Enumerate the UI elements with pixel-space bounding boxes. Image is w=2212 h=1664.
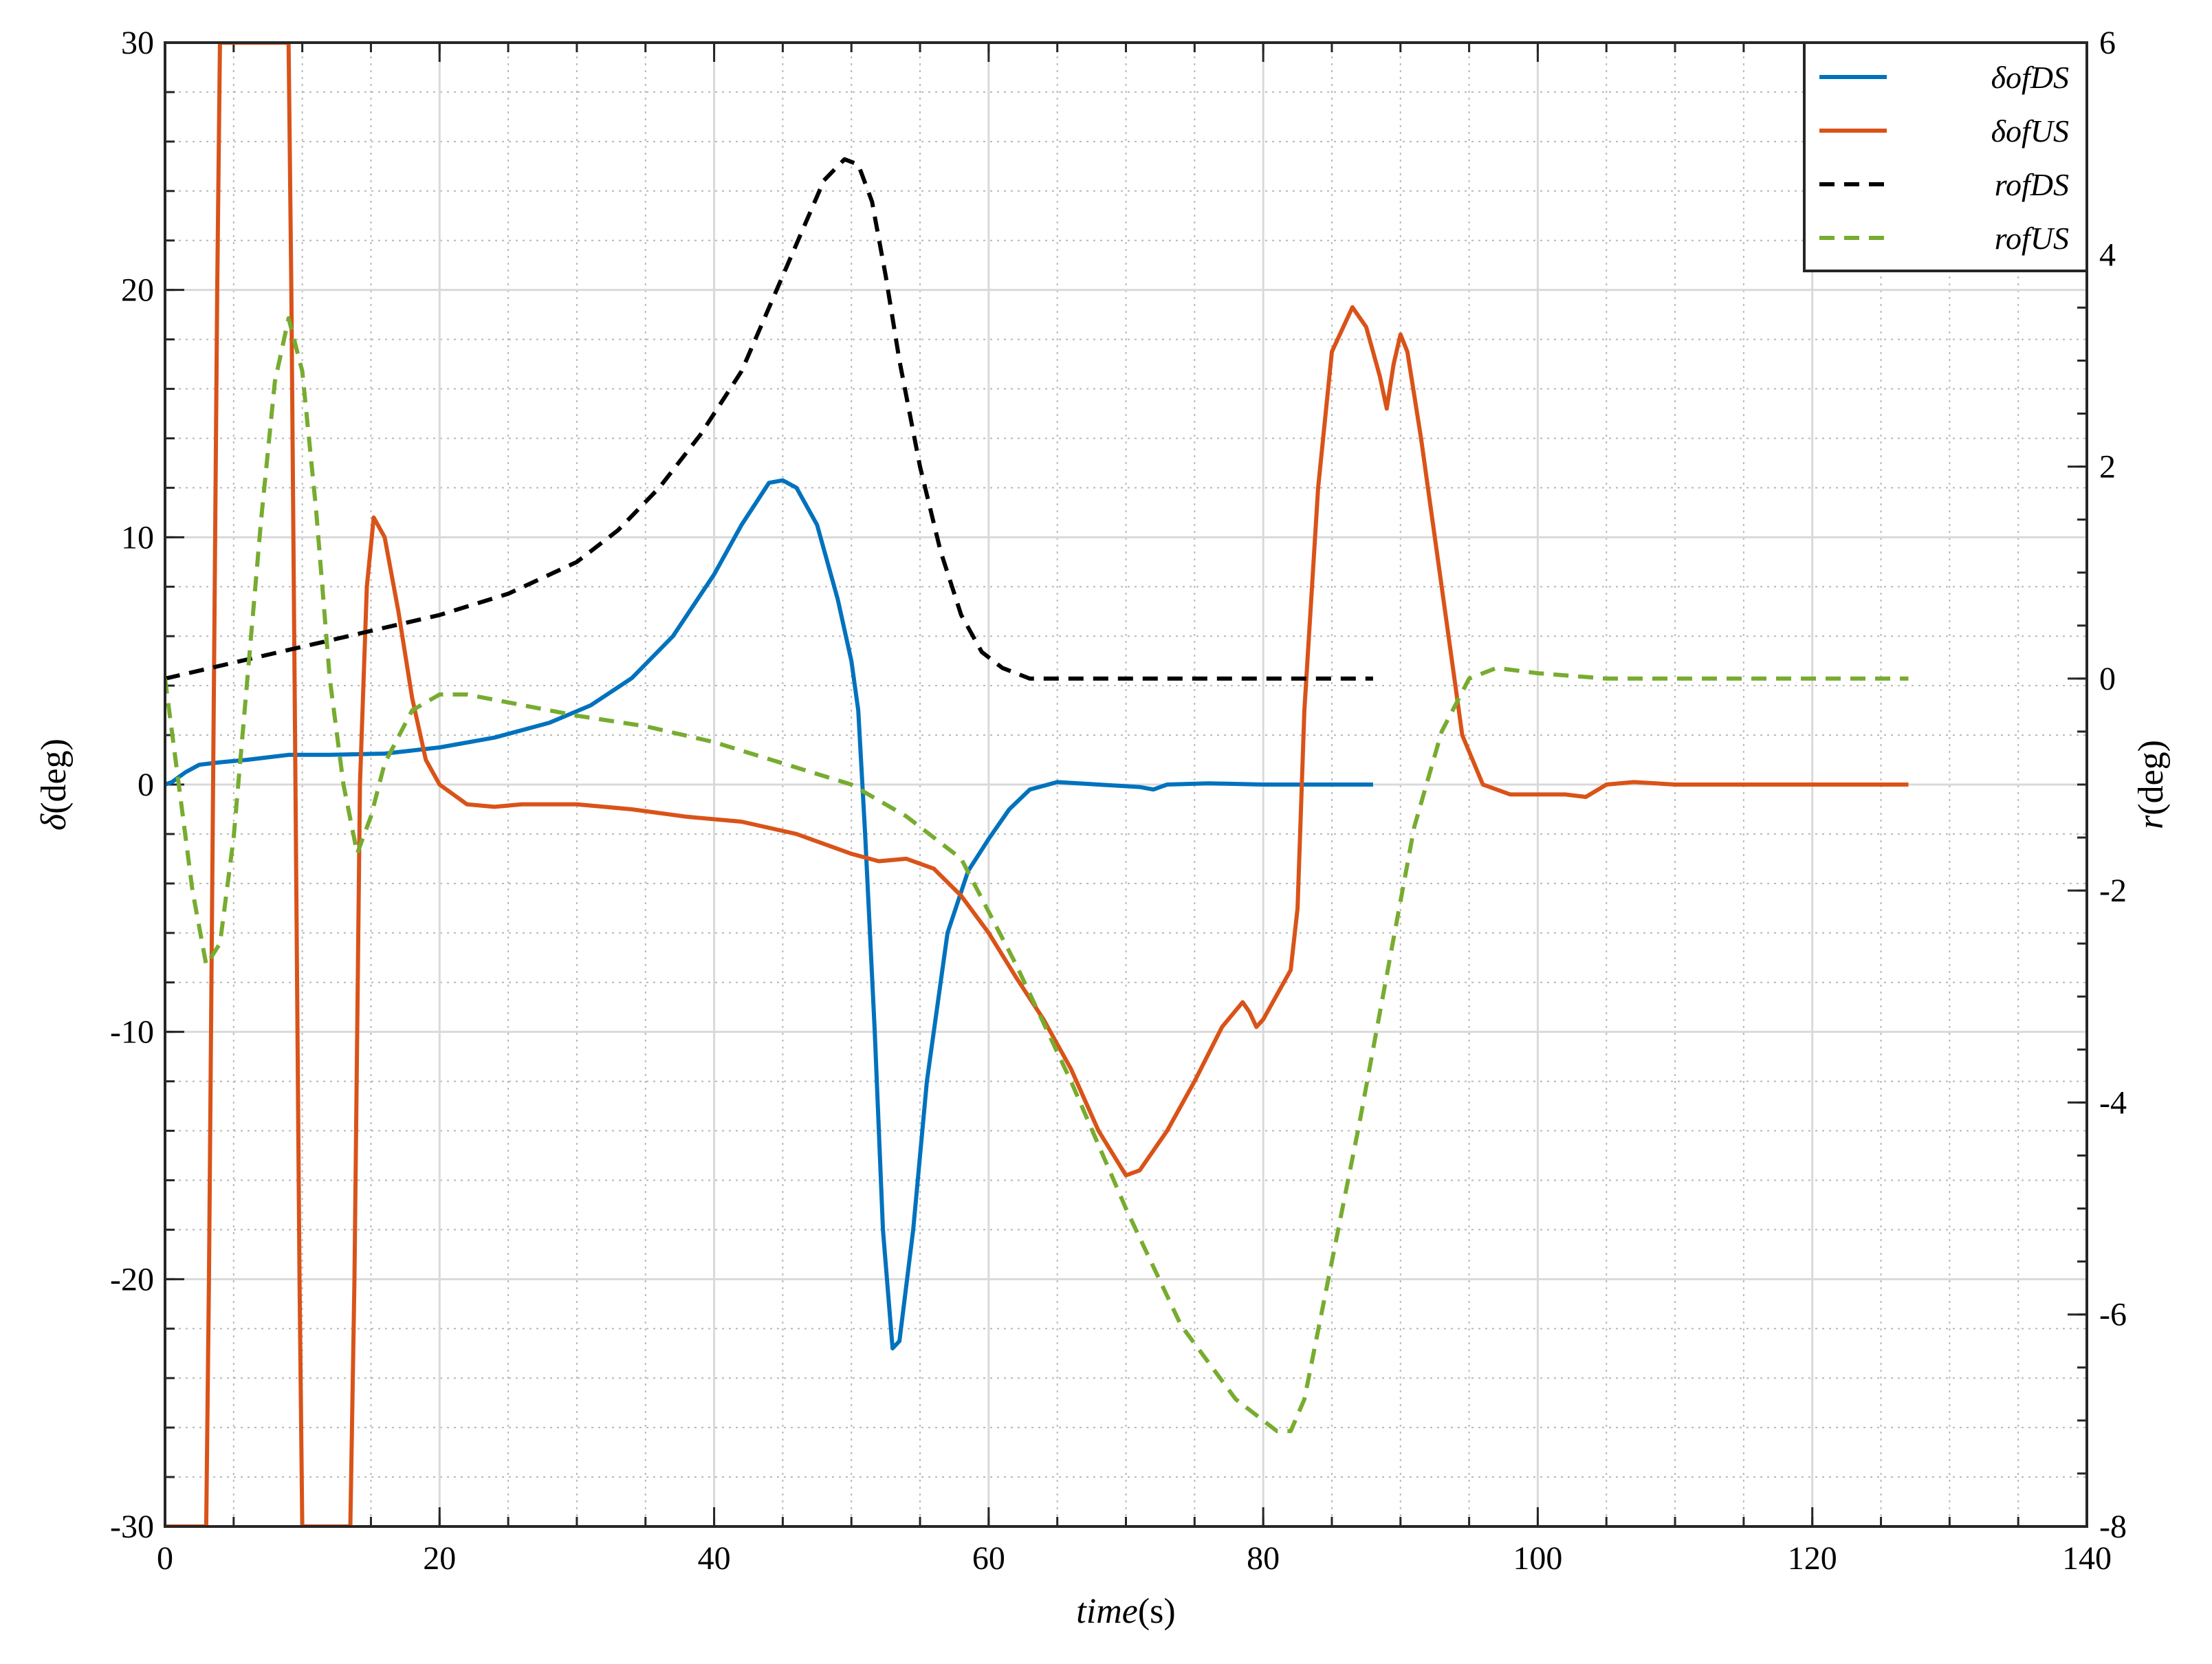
y-left-tick-label: 0	[138, 767, 154, 803]
x-tick-label: 100	[1513, 1540, 1562, 1577]
x-axis-title-var: time	[1076, 1592, 1138, 1631]
y-left-axis-title: δ(deg)	[34, 738, 74, 831]
legend-label-3: rofUS	[1995, 221, 2069, 256]
y-left-tick-label: -10	[110, 1014, 154, 1051]
series-line-3	[165, 316, 1909, 1434]
y-right-tick-label: 6	[2099, 25, 2116, 61]
y-right-tick-label: -4	[2099, 1084, 2127, 1121]
x-tick-label: 60	[972, 1540, 1005, 1577]
legend: δofDS δofUS rofDS rofUS	[1803, 41, 2088, 272]
y-left-tick-label: -20	[110, 1261, 154, 1298]
series-line-0	[165, 478, 1373, 1350]
x-axis-title: time(s)	[1076, 1592, 1175, 1631]
x-tick-label: 0	[157, 1540, 173, 1577]
x-tick-label: 20	[423, 1540, 456, 1577]
y-left-tick-label: 30	[121, 25, 154, 61]
y-left-tick-label: 20	[121, 272, 154, 309]
legend-label-0: δofDS	[1991, 60, 2069, 95]
y-right-axis-title-var: r	[2132, 815, 2171, 829]
y-right-tick-labels: -8 -6 -4 -2 0 2 4 6	[2099, 25, 2127, 1545]
y-right-tick-label: -2	[2099, 873, 2127, 909]
y-right-tick-label: 0	[2099, 661, 2116, 697]
y-right-axis-title: r(deg)	[2132, 740, 2171, 829]
x-tick-label: 120	[1788, 1540, 1837, 1577]
plot-frame	[164, 41, 2088, 1528]
y-right-tick-label: -8	[2099, 1509, 2127, 1545]
y-right-axis-title-unit: (deg)	[2132, 740, 2171, 815]
series-line-2	[165, 157, 1373, 681]
y-right-tick-label: 2	[2099, 449, 2116, 485]
legend-label-1: δofUS	[1991, 113, 2069, 149]
y-left-tick-label: 10	[121, 519, 154, 556]
legend-box	[1803, 41, 2088, 272]
y-left-axis-title-var: δ	[34, 813, 74, 831]
y-left-tick-label: -30	[110, 1509, 154, 1545]
series-layer	[165, 43, 1909, 1526]
x-tick-labels: 0 20 40 60 80 100 120 140	[157, 1540, 2112, 1577]
x-tick-label: 140	[2062, 1540, 2112, 1577]
legend-label-2: rofDS	[1995, 167, 2069, 202]
y-right-tick-label: 4	[2099, 237, 2116, 273]
x-tick-label: 40	[698, 1540, 731, 1577]
y-right-tick-label: -6	[2099, 1297, 2127, 1333]
x-tick-label: 80	[1247, 1540, 1280, 1577]
x-axis-title-unit: (s)	[1138, 1592, 1176, 1631]
y-left-axis-title-unit: (deg)	[34, 738, 74, 814]
y-left-tick-labels: -30 -20 -10 0 10 20 30	[110, 25, 154, 1545]
